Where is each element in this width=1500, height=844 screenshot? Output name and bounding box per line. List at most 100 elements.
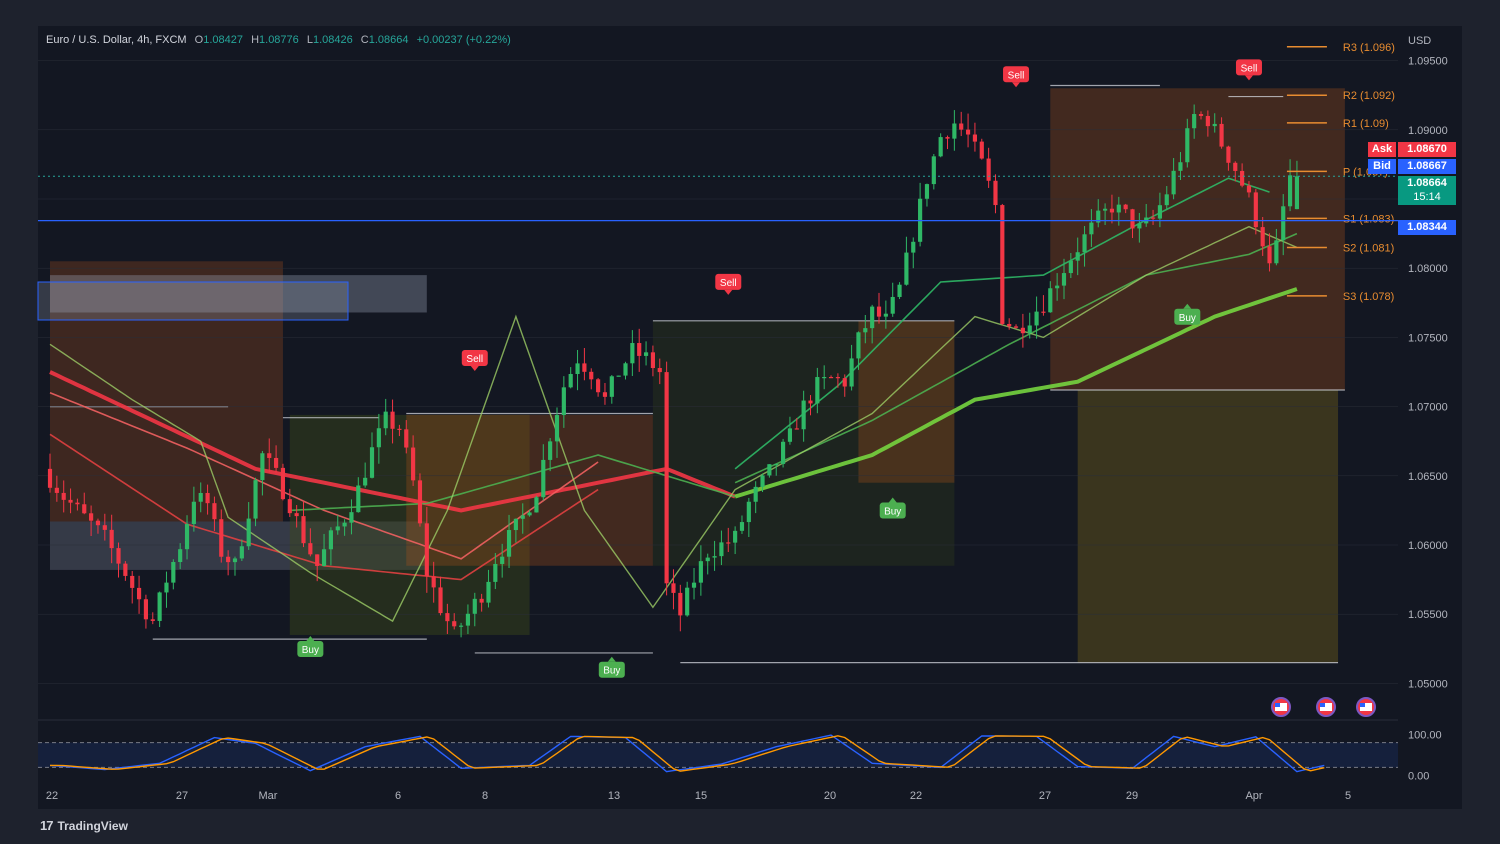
candle-body	[116, 548, 121, 564]
candle-body	[287, 499, 292, 514]
us-event-flag-icon[interactable]	[1356, 697, 1376, 717]
candle-body	[520, 515, 525, 519]
x-tick-label: 27	[1039, 790, 1051, 802]
candle-body	[47, 468, 53, 488]
candle-body	[911, 241, 916, 253]
candle-body	[431, 576, 436, 588]
candle-body	[835, 377, 840, 379]
candle-body	[938, 137, 943, 157]
candle-body	[1233, 162, 1238, 171]
flag-canton	[1320, 703, 1325, 707]
candle-body	[1041, 311, 1046, 313]
candle-body	[349, 512, 354, 523]
candle-body	[575, 363, 580, 374]
signal-buy-5: Buy	[598, 656, 625, 678]
candle-body	[95, 520, 101, 526]
candle-body	[678, 592, 683, 616]
candle-body	[534, 497, 539, 513]
signal-label: Sell	[466, 354, 483, 365]
currency-label: USD	[1408, 35, 1431, 47]
signal-badge	[461, 350, 488, 366]
candle-body	[863, 328, 868, 333]
candle-body	[698, 561, 703, 583]
candle-body	[1198, 114, 1204, 116]
candle-body	[219, 519, 224, 557]
candle-body	[1116, 204, 1121, 213]
candle-body	[705, 557, 710, 562]
candle-body	[472, 598, 477, 614]
candle-body	[870, 306, 875, 329]
candle-body	[541, 459, 546, 498]
candle-body	[397, 428, 402, 430]
candle-body	[1219, 123, 1224, 147]
y-tick-label: 1.09000	[1408, 125, 1448, 137]
candle-body	[136, 587, 142, 600]
candle-body	[787, 428, 793, 442]
candle-body	[1130, 209, 1135, 229]
candle-body	[1212, 123, 1217, 127]
candle-body	[335, 526, 340, 531]
candle-body	[623, 363, 628, 376]
candle-body	[1267, 246, 1272, 264]
pivot-levels-layer: R3 (1.096)R2 (1.092)R1 (1.09)P (1.087)S1…	[38, 42, 1398, 303]
us-event-flag-icon[interactable]	[1271, 697, 1291, 717]
candle-body	[643, 352, 649, 356]
line-price-tag: 1.08344	[1398, 220, 1456, 235]
us-event-flag-icon[interactable]	[1316, 697, 1336, 717]
candle-body	[849, 358, 854, 387]
candle-body	[979, 141, 984, 159]
candle-body	[1061, 273, 1067, 286]
signal-label: Sell	[720, 278, 737, 289]
candle-body	[1253, 192, 1258, 228]
candle-body	[691, 582, 697, 588]
close-label: C	[360, 34, 369, 46]
candle-body	[143, 599, 148, 620]
candle-body	[130, 575, 135, 588]
x-tick-label: 6	[395, 790, 401, 802]
candle-body	[363, 477, 368, 486]
candle-body	[191, 501, 196, 525]
last-price-tag: 1.08664	[1398, 176, 1456, 191]
change-value: +0.00237 (+0.22%)	[416, 34, 511, 46]
signal-pointer	[888, 497, 897, 503]
candle-body	[1240, 170, 1245, 186]
y-tick-label: 1.05500	[1408, 609, 1448, 621]
signal-label: Sell	[1241, 63, 1258, 74]
candle-body	[198, 492, 203, 502]
candle-body	[589, 371, 594, 380]
candle-body	[993, 180, 998, 206]
candle-body	[260, 453, 265, 481]
candle-body	[753, 486, 758, 502]
candle-body	[109, 529, 114, 549]
ask-label: Ask	[1368, 142, 1396, 157]
range-box	[37, 281, 349, 321]
candle-body	[1027, 325, 1032, 334]
candle-body	[637, 343, 642, 356]
candle-body	[1274, 240, 1279, 264]
bid-price-tag: 1.08667	[1398, 159, 1456, 174]
candle-body	[1137, 223, 1142, 229]
candle-body	[445, 613, 450, 622]
countdown-tag: 15:14	[1398, 190, 1456, 205]
candle-body	[102, 525, 107, 530]
signal-label: Buy	[884, 507, 901, 518]
moving-average-5	[734, 232, 1298, 484]
candle-body	[561, 387, 566, 416]
high-label: H	[251, 34, 260, 46]
candle-body	[685, 587, 690, 616]
candle-body	[68, 499, 73, 503]
candle-body	[650, 352, 655, 369]
bid-label: Bid	[1368, 159, 1396, 174]
candle-body	[760, 475, 765, 487]
symbol-title[interactable]: Euro / U.S. Dollar, 4h, FXCM	[46, 34, 187, 46]
candle-body	[1034, 311, 1039, 326]
zone-5	[652, 320, 955, 566]
tradingview-brand[interactable]: 17 TradingView	[40, 818, 128, 833]
event-markers-layer[interactable]	[1271, 697, 1376, 717]
candle-body	[342, 522, 347, 527]
x-tick-label: 5	[1345, 790, 1351, 802]
candle-body	[506, 530, 512, 557]
candle-body	[61, 492, 66, 500]
candle-body	[733, 530, 738, 543]
